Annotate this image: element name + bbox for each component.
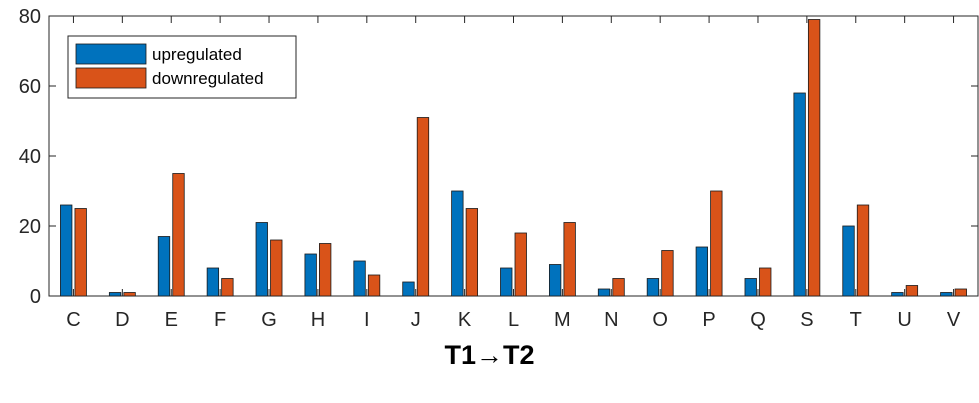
x-axis-label: T1→T2 (444, 340, 535, 370)
x-tick-label: I (364, 309, 370, 331)
x-tick-label: O (652, 309, 668, 331)
y-tick-label: 40 (19, 146, 41, 168)
bar-upregulated-N (597, 288, 611, 297)
bar-upregulated-I (353, 260, 366, 297)
x-tick-label: C (66, 309, 80, 331)
bar-upregulated-Q (744, 278, 757, 297)
x-tick-label: E (165, 309, 178, 331)
bar-downregulated-N (612, 278, 625, 297)
bar-downregulated-S (807, 19, 821, 297)
chart-legend: upregulated downregulated (67, 35, 297, 99)
bar-upregulated-C (60, 204, 73, 297)
x-tick-label: H (311, 309, 325, 331)
x-tick-label: G (261, 309, 277, 331)
x-tick-label: M (554, 309, 571, 331)
x-tick-label: Q (750, 309, 766, 331)
x-tick-label: S (800, 309, 813, 331)
bar-upregulated-V (940, 292, 953, 297)
y-tick-label: 0 (30, 286, 41, 308)
bar-upregulated-F (206, 267, 220, 297)
bar-upregulated-M (548, 264, 562, 297)
bar-downregulated-J (416, 117, 430, 297)
x-tick-label: U (897, 309, 911, 331)
bar-upregulated-G (255, 222, 268, 297)
bar-downregulated-L (514, 232, 527, 297)
bar-downregulated-K (465, 208, 479, 297)
bar-upregulated-P (695, 246, 708, 297)
legend-label-upregulated: upregulated (152, 45, 242, 64)
bar-upregulated-E (157, 236, 171, 297)
bar-upregulated-D (108, 292, 122, 297)
bar-downregulated-C (74, 208, 87, 297)
x-tick-label: V (947, 309, 961, 331)
legend-swatch-upregulated (75, 43, 147, 65)
legend-swatch-downregulated (75, 67, 147, 89)
x-tick-label: N (604, 309, 618, 331)
chart-axes (48, 15, 979, 297)
bar-downregulated-T (856, 204, 870, 297)
bar-downregulated-E (172, 173, 185, 297)
bar-downregulated-F (221, 278, 234, 297)
bar-downregulated-P (710, 190, 723, 297)
bar-upregulated-U (891, 292, 904, 297)
bar-upregulated-O (646, 278, 660, 297)
y-tick-labels: 0 20 40 60 80 (19, 6, 41, 308)
bar-chart: C D E F G H I J K L M N O P Q S T U V 0 20 40 60 80 upregulate… (19, 6, 979, 331)
y-tick-label: 20 (19, 216, 41, 238)
bar-downregulated-D (123, 292, 136, 297)
bar-downregulated-O (661, 250, 674, 297)
y-tick-label: 80 (19, 6, 41, 28)
x-tick-label: T (850, 309, 862, 331)
x-tick-label: L (508, 309, 519, 331)
x-tick-label: J (411, 309, 421, 331)
x-tick-label: P (702, 309, 715, 331)
bar-downregulated-M (563, 222, 576, 297)
x-tick-label: F (214, 309, 226, 331)
x-tick-label: D (115, 309, 129, 331)
y-tick-label: 60 (19, 76, 41, 98)
bar-upregulated-H (304, 253, 317, 297)
bar-downregulated-I (367, 274, 381, 297)
bar-upregulated-K (451, 190, 464, 297)
bar-downregulated-V (954, 288, 967, 297)
x-tick-label: K (458, 309, 472, 331)
bar-downregulated-U (905, 285, 919, 297)
bar-downregulated-H (319, 243, 332, 297)
bar-upregulated-J (402, 281, 415, 297)
bar-upregulated-L (500, 267, 513, 297)
bar-upregulated-S (793, 92, 806, 297)
legend-label-downregulated: downregulated (152, 69, 264, 88)
bar-downregulated-G (270, 239, 283, 297)
chart-bars (60, 19, 967, 297)
bar-downregulated-Q (759, 267, 772, 297)
bar-upregulated-T (842, 225, 855, 297)
